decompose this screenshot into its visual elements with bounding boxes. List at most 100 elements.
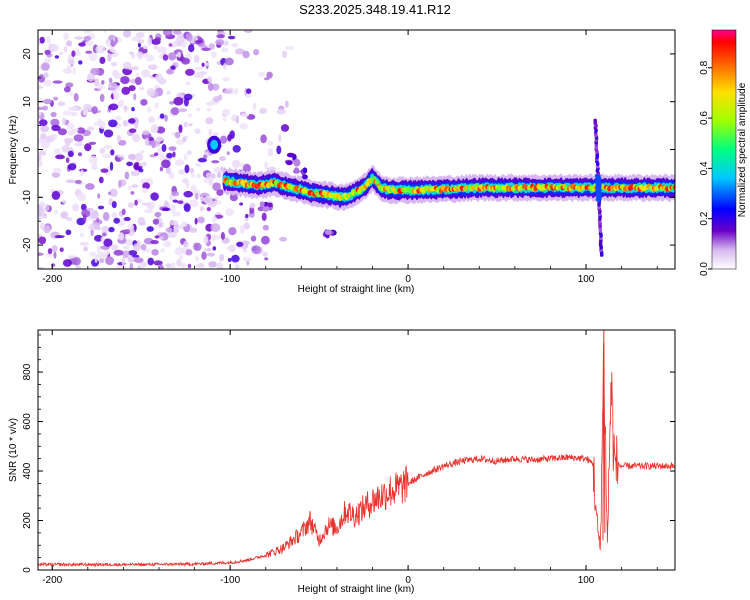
spectrogram-noise-speck [196,107,201,112]
spectrogram-ytick-label: 0 [22,146,33,152]
snr-plot-area [38,330,675,570]
spectrogram-noise-speck [196,173,201,178]
spectrogram-noise-speck [266,71,273,79]
spectrogram-noise-speck [79,232,84,238]
spectrogram-noise-speck [173,96,184,106]
spectrogram-noise-speck [267,140,274,146]
spectrogram-noise-speck [211,216,217,223]
spectrogram-noise-speck [134,120,139,129]
spectrogram-noise-speck [142,45,148,50]
spectrogram-noise-speck [41,62,50,71]
spectrogram-noise-speck [165,240,171,245]
spectrogram-noise-speck [168,220,179,226]
spectrogram-noise-speck [132,133,141,143]
spectrogram-noise-speck [84,143,92,152]
spectrogram-noise-speck [258,71,265,77]
spectrogram-noise-speck [138,168,144,173]
spectrogram-noise-speck [185,249,193,256]
spectrogram-noise-speck [174,247,183,255]
spectrogram-noise-speck [107,53,112,62]
spectrogram-noise-speck [194,192,199,200]
spectrogram-noise-speck [67,130,76,136]
spectrogram-noise-speck [231,114,237,122]
spectrogram-noise-speck [83,35,92,42]
spectrogram-noise-speck [195,256,199,262]
spectrogram-noise-speck [111,201,117,209]
spectrogram-noise-speck [239,123,248,130]
spectrogram-noise-speck [49,44,59,48]
spectrogram-patch [302,174,308,180]
spectrogram-noise-speck [133,257,144,264]
spectrogram-noise-speck [123,216,131,222]
spectrogram-noise-speck [276,145,282,155]
snr-xlabel: Height of straight line (km) [298,584,415,595]
spectrogram-noise-speck [75,265,81,269]
spectrogram-noise-speck [222,77,230,82]
spectrogram-noise-speck [236,241,244,247]
spectrogram-noise-speck [190,173,195,178]
spectrogram-noise-speck [194,217,198,225]
spectrogram-noise-speck [208,177,214,186]
spectrogram-noise-speck [110,62,118,67]
spectrogram-noise-speck [141,69,151,78]
spectrogram-noise-speck [174,131,181,139]
spectrogram-noise-speck [61,199,68,204]
spectrogram-noise-speck [86,126,95,131]
spectrogram-noise-speck [165,227,173,233]
spectrogram-noise-speck [38,266,45,269]
spectrogram-xlabel: Height of straight line (km) [298,284,415,295]
spectrogram-ytick-label: -10 [22,190,33,205]
spectrogram-noise-speck [65,229,72,236]
colorbar-tick-label: 0.6 [699,111,710,125]
spectrogram-noise-speck [259,107,267,114]
spectrogram-noise-speck [51,245,58,253]
spectrogram-noise-speck [97,193,101,199]
spectrogram-noise-speck [38,111,42,117]
spectrogram-noise-speck [52,80,63,84]
colorbar-tick-label: 0.4 [699,161,710,175]
spectrogram-noise-speck [153,45,158,50]
snr-xtick-label: 100 [578,575,595,586]
spectrogram-noise-speck [137,265,141,269]
spectrogram-noise-speck [113,217,120,224]
spectrogram-noise-speck [154,235,160,239]
spectrogram-noise-speck [144,209,154,214]
spectrogram-noise-speck [206,252,215,257]
spectrogram-noise-speck [77,192,87,202]
spectrogram-noise-speck [164,114,168,122]
spectrogram-noise-speck [47,248,53,255]
spectrogram-noise-speck [101,225,109,234]
spectrogram-noise-speck [221,47,229,52]
spectrogram-noise-speck [161,207,171,212]
spectrogram-noise-speck [38,252,44,256]
spectrogram-noise-speck [172,40,179,48]
spectrogram-noise-speck [38,98,44,102]
spectrogram-noise-speck [120,76,130,85]
spectrogram-noise-speck [154,211,162,218]
spectrogram-noise-speck [144,137,150,146]
spectrogram-noise-speck [133,66,139,71]
spectrogram-noise-speck [162,30,173,37]
spectrogram-noise-speck [151,249,159,256]
spectrogram-noise-speck [51,190,61,200]
spectrogram-noise-speck [167,231,177,238]
spectrogram-noise-speck [157,147,163,155]
spectrogram-noise-speck [151,140,156,149]
spectrogram-noise-speck [154,37,161,42]
spectrogram-noise-speck [187,150,192,156]
spectrogram-noise-speck [184,164,190,174]
spectrogram-noise-speck [252,102,257,111]
spectrogram-noise-speck [122,250,130,259]
spectrogram-noise-speck [54,235,65,239]
spectrogram-noise-speck [172,211,182,217]
spectrogram-noise-speck [124,171,130,180]
spectrogram-noise-speck [183,203,191,213]
spectrogram-ylabel: Frequency (Hz) [8,116,19,185]
spectrogram-noise-speck [130,191,135,195]
colorbar-gradient [711,29,737,270]
spectrogram-noise-speck [217,172,222,178]
spectrogram-noise-speck [111,212,118,219]
spectrogram-noise-speck [191,93,196,97]
spectrogram-noise-speck [74,36,84,40]
